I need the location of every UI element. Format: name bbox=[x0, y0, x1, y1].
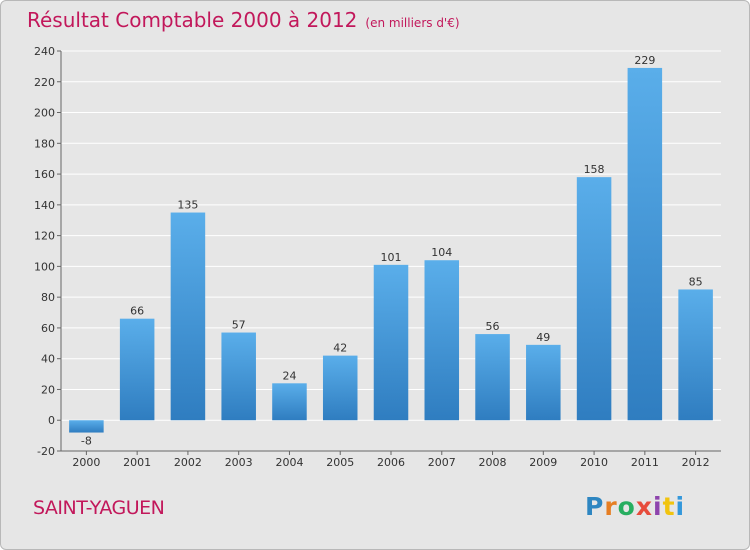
y-tick-label: 80 bbox=[41, 291, 55, 304]
logo-letter: i bbox=[653, 492, 663, 521]
x-tick-label: 2010 bbox=[580, 456, 608, 469]
bar bbox=[627, 67, 663, 421]
y-tick-label: 20 bbox=[41, 383, 55, 396]
chart-title: Résultat Comptable 2000 à 2012 bbox=[27, 8, 358, 32]
y-tick-label: 60 bbox=[41, 322, 55, 335]
y-tick-label: 200 bbox=[34, 107, 55, 120]
title-row: Résultat Comptable 2000 à 2012 (en millie… bbox=[27, 8, 460, 32]
data-label: 49 bbox=[536, 331, 550, 344]
x-tick-label: 2002 bbox=[174, 456, 202, 469]
x-tick-label: 2004 bbox=[275, 456, 303, 469]
x-tick-label: 2001 bbox=[123, 456, 151, 469]
y-tick-label: 40 bbox=[41, 353, 55, 366]
x-tick-label: 2007 bbox=[428, 456, 456, 469]
y-tick-label: 140 bbox=[34, 199, 55, 212]
data-label: 42 bbox=[333, 342, 347, 355]
y-tick-label: 100 bbox=[34, 260, 55, 273]
bar bbox=[119, 318, 155, 421]
y-tick-label: 240 bbox=[34, 45, 55, 58]
y-tick-label: 160 bbox=[34, 168, 55, 181]
logo-letter: i bbox=[675, 492, 686, 521]
y-tick-label: -20 bbox=[37, 445, 55, 458]
y-tick-label: 220 bbox=[34, 76, 55, 89]
data-label: 135 bbox=[177, 199, 198, 212]
x-tick-label: 2005 bbox=[326, 456, 354, 469]
logo-letter: o bbox=[617, 492, 636, 521]
x-tick-label: 2012 bbox=[682, 456, 710, 469]
data-label: 158 bbox=[584, 163, 605, 176]
logo-letter: t bbox=[662, 492, 676, 521]
chart-unit: (en milliers d'€) bbox=[365, 16, 460, 30]
data-label: 56 bbox=[486, 320, 500, 333]
bar bbox=[678, 289, 713, 421]
x-tick-label: 2011 bbox=[631, 456, 659, 469]
data-label: 229 bbox=[634, 54, 655, 67]
plot-area: -20 0 20 40 60 80 100 120 140 160 180 200 220 240 2000… bbox=[34, 45, 721, 469]
data-label: 66 bbox=[130, 305, 144, 318]
logo-letter: P bbox=[585, 492, 605, 521]
bar bbox=[221, 332, 256, 421]
logo-letter: r bbox=[604, 492, 618, 521]
data-label: -8 bbox=[81, 435, 92, 448]
bar bbox=[424, 260, 460, 421]
bar bbox=[69, 420, 104, 433]
y-tick-label: 120 bbox=[34, 230, 55, 243]
proxiti-logo[interactable]: Proxiti bbox=[585, 492, 685, 521]
bar bbox=[170, 212, 206, 421]
bar bbox=[373, 264, 409, 421]
bar bbox=[272, 383, 307, 421]
bar bbox=[322, 355, 358, 421]
logo-letter: x bbox=[635, 492, 653, 521]
commune-name: SAINT-YAGUEN bbox=[33, 497, 165, 519]
y-tick-label: 0 bbox=[48, 414, 55, 427]
x-tick-label: 2000 bbox=[72, 456, 100, 469]
x-tick-label: 2009 bbox=[529, 456, 557, 469]
data-label: 85 bbox=[689, 275, 703, 288]
data-label: 57 bbox=[232, 319, 246, 332]
data-label: 24 bbox=[282, 369, 296, 382]
bar bbox=[576, 177, 612, 421]
x-tick-label: 2006 bbox=[377, 456, 405, 469]
bar bbox=[526, 344, 561, 421]
bar bbox=[475, 334, 510, 421]
data-label: 101 bbox=[381, 251, 402, 264]
x-tick-label: 2008 bbox=[479, 456, 507, 469]
data-label: 104 bbox=[431, 246, 452, 259]
y-tick-label: 180 bbox=[34, 137, 55, 150]
x-tick-label: 2003 bbox=[225, 456, 253, 469]
